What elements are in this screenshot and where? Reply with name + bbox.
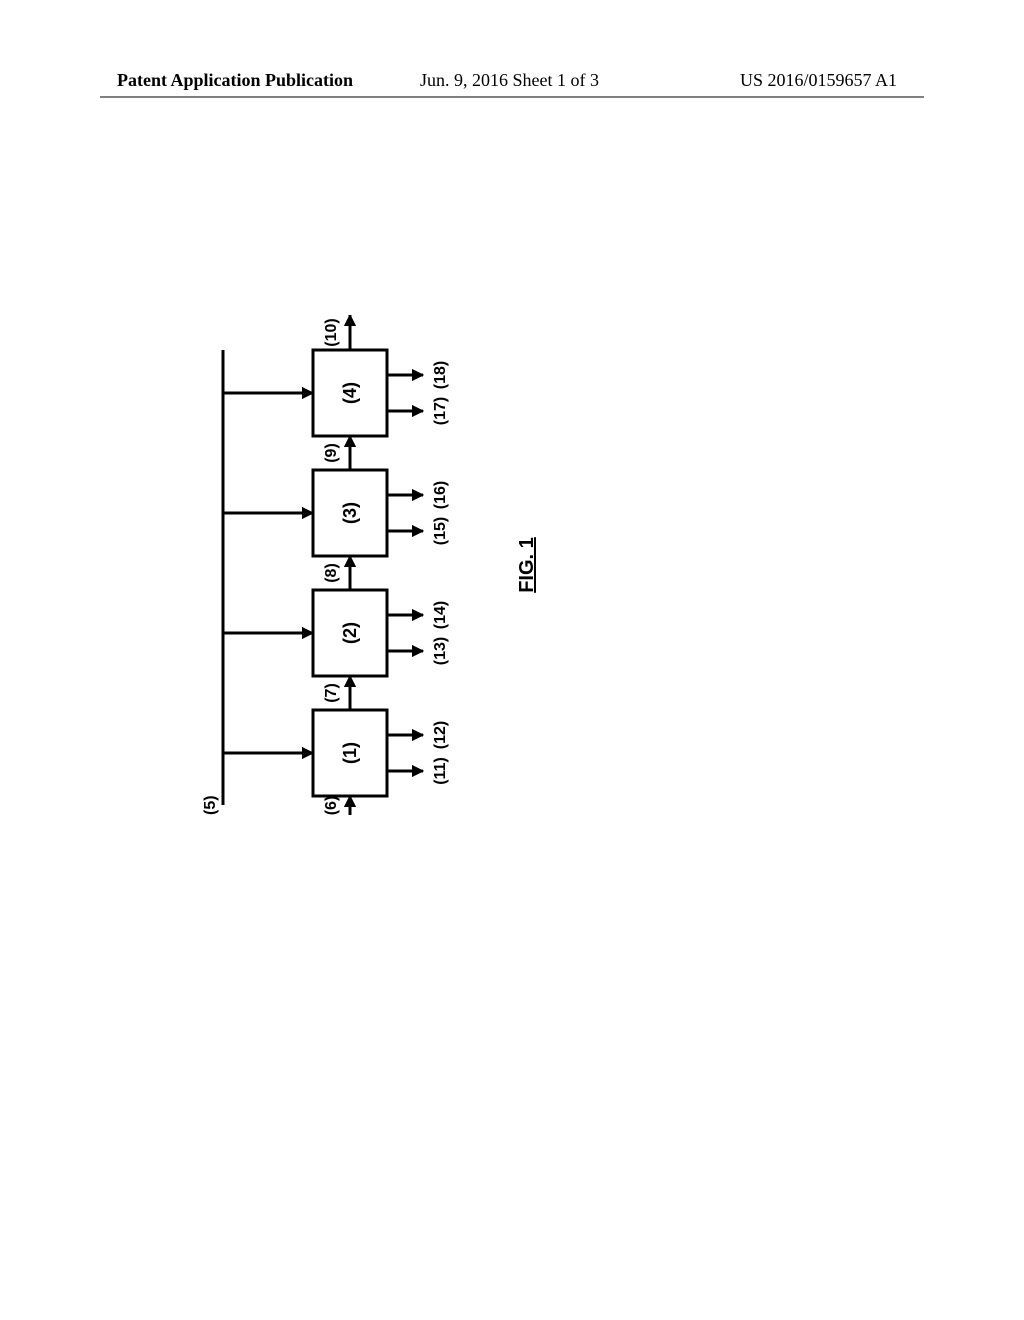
flow-diagram: (5) (6) (7) (8) (9) (10) (1) (2) (3) (4) (11) (12) (… [63, 315, 653, 815]
out-label-15: (15) [432, 517, 449, 545]
page: Patent Application Publication Jun. 9, 2… [0, 0, 1024, 1320]
edge-label-9: (9) [323, 443, 340, 463]
out-label-16: (16) [432, 481, 449, 509]
edge-label-7: (7) [323, 683, 340, 703]
bus-label: (5) [202, 795, 219, 815]
header-center: Jun. 9, 2016 Sheet 1 of 3 [420, 70, 599, 91]
edge-label-6: (6) [323, 796, 340, 815]
node-label-1: (1) [340, 742, 360, 764]
node-label-4: (4) [340, 382, 360, 404]
figure-caption: FIG. 1 [516, 537, 538, 593]
header-rule [100, 96, 924, 98]
out-label-17: (17) [432, 397, 449, 425]
out-label-13: (13) [432, 637, 449, 665]
out-label-11: (11) [432, 757, 449, 785]
header-right: US 2016/0159657 A1 [740, 70, 897, 91]
flow-svg: (5) (6) (7) (8) (9) (10) (1) (2) (3) (4) (11) (12) (… [63, 315, 653, 815]
node-label-3: (3) [340, 502, 360, 524]
out-label-14: (14) [432, 601, 449, 629]
header-left: Patent Application Publication [117, 70, 353, 91]
edge-label-10: (10) [323, 318, 340, 346]
out-label-18: (18) [432, 361, 449, 389]
edge-label-8: (8) [323, 563, 340, 583]
out-label-12: (12) [432, 721, 449, 749]
node-label-2: (2) [340, 622, 360, 644]
